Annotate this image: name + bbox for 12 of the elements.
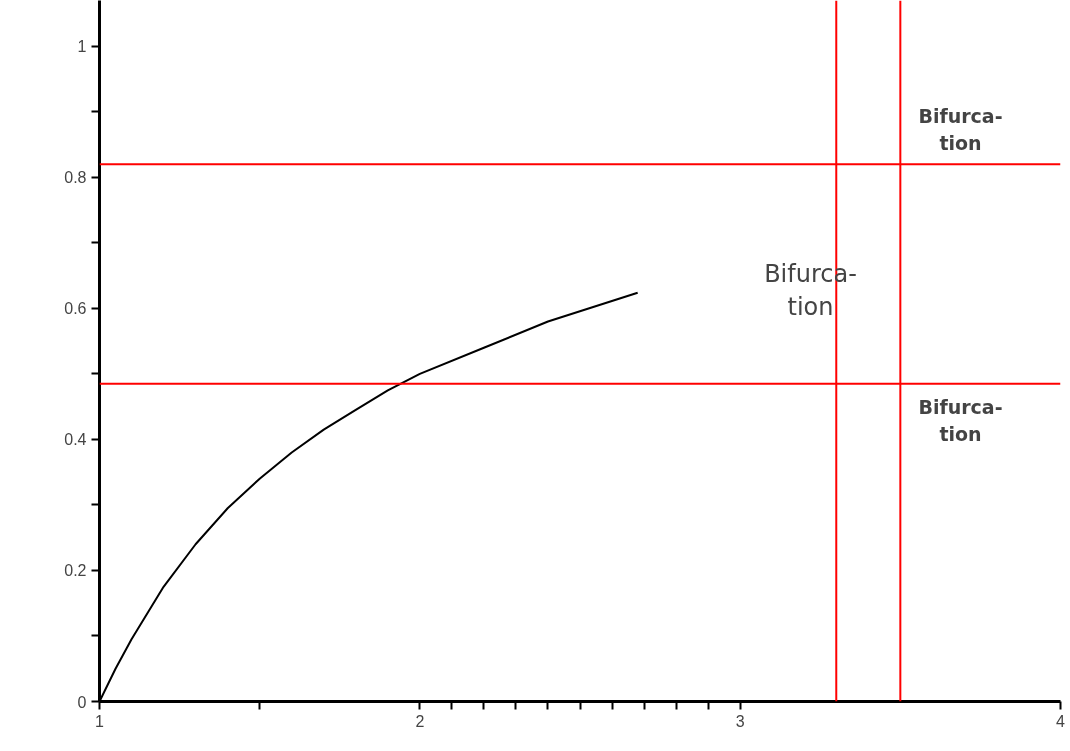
y-tick-label: 1 [77, 38, 87, 56]
annotation: Bifurca- tion [918, 396, 1003, 445]
y-tick-label: 0.8 [64, 169, 87, 187]
x-tick-label: 3 [735, 712, 745, 730]
x-tick-label: 2 [415, 712, 425, 730]
y-tick-label: 0.4 [64, 431, 87, 449]
y-tick-label: 0.6 [64, 300, 87, 318]
y-tick-label: 0 [77, 693, 87, 711]
x-tick-label: 1 [95, 712, 105, 730]
x-tick-label: 4 [1056, 712, 1066, 730]
y-tick-label: 0.2 [64, 562, 87, 580]
annotation: Bifurca- tion [918, 105, 1003, 154]
